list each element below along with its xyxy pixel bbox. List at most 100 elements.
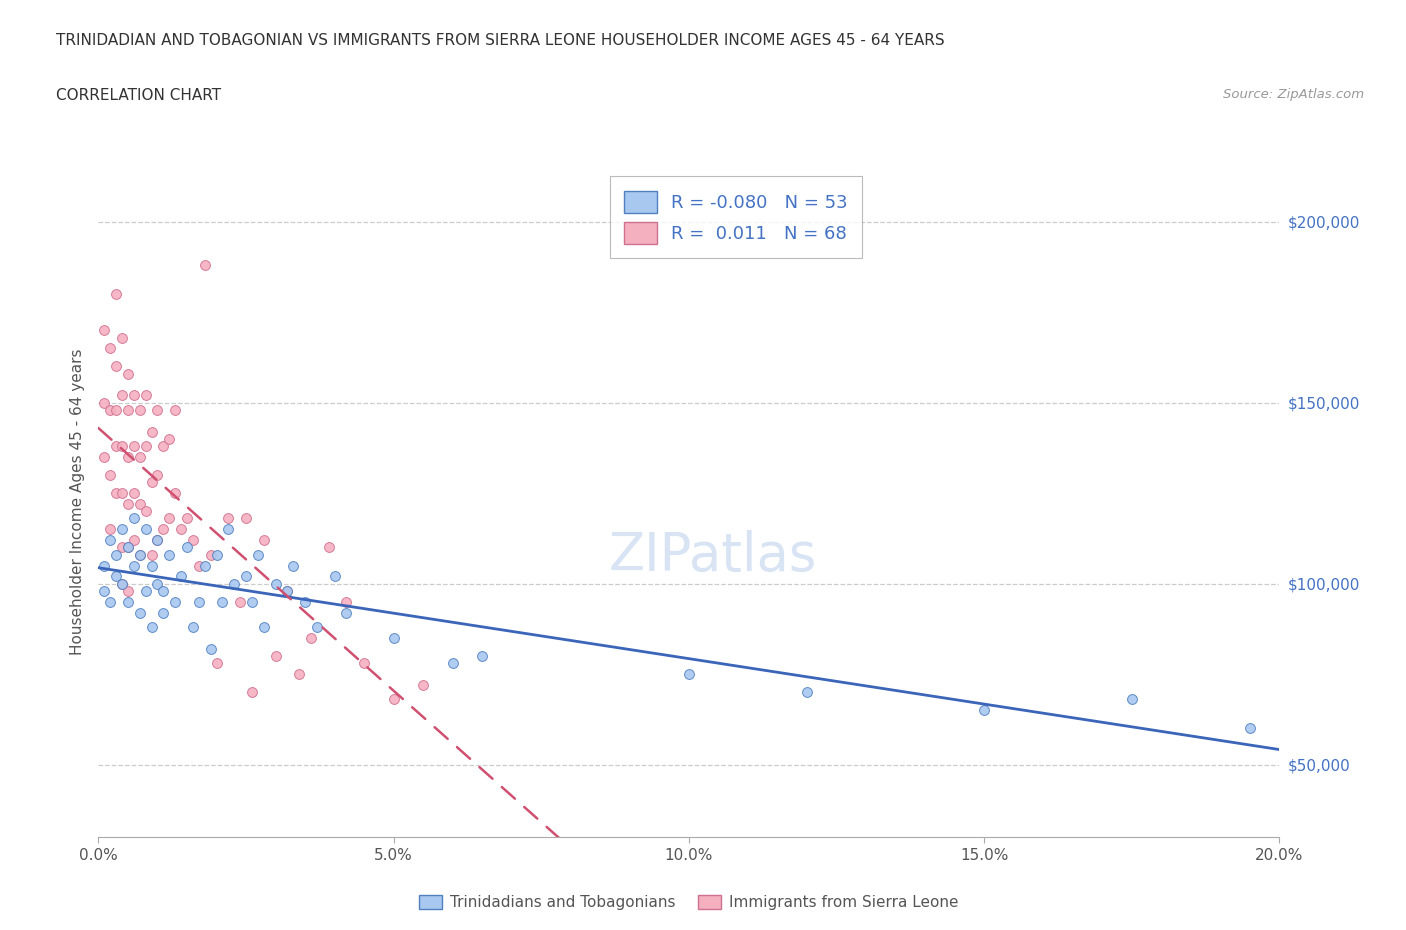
Text: ZIPatlas: ZIPatlas [609, 530, 817, 582]
Point [146, 403, 169, 418]
Point [105, 569, 128, 584]
Y-axis label: Householder Income Ages 45 - 64 years: Householder Income Ages 45 - 64 years [69, 349, 84, 656]
Point [111, 388, 134, 403]
Point [93, 449, 115, 464]
Point [98, 403, 121, 418]
Point [117, 449, 139, 464]
Point [973, 703, 995, 718]
Point [152, 605, 174, 620]
Point [165, 594, 187, 609]
Point [181, 533, 204, 548]
Point [128, 547, 150, 562]
Point [128, 449, 150, 464]
Point [246, 547, 269, 562]
Point [105, 439, 128, 454]
Point [276, 583, 298, 598]
Legend: Trinidadians and Tobagonians, Immigrants from Sierra Leone: Trinidadians and Tobagonians, Immigrants… [413, 889, 965, 916]
Point [200, 547, 222, 562]
Point [253, 619, 276, 634]
Text: TRINIDADIAN AND TOBAGONIAN VS IMMIGRANTS FROM SIERRA LEONE HOUSEHOLDER INCOME AG: TRINIDADIAN AND TOBAGONIAN VS IMMIGRANTS… [56, 33, 945, 47]
Point [678, 667, 700, 682]
Point [146, 468, 169, 483]
Point [264, 577, 287, 591]
Point [240, 684, 263, 699]
Point [157, 512, 180, 526]
Point [283, 558, 305, 573]
Point [117, 583, 139, 598]
Point [111, 577, 134, 591]
Point [105, 286, 128, 301]
Point [141, 558, 163, 573]
Point [176, 512, 198, 526]
Point [276, 583, 298, 598]
Point [194, 258, 217, 272]
Point [111, 485, 134, 500]
Point [135, 583, 157, 598]
Point [229, 594, 252, 609]
Text: Source: ZipAtlas.com: Source: ZipAtlas.com [1223, 88, 1364, 101]
Point [135, 439, 157, 454]
Point [157, 432, 180, 446]
Point [135, 504, 157, 519]
Point [128, 547, 150, 562]
Point [111, 439, 134, 454]
Point [441, 656, 464, 671]
Point [135, 388, 157, 403]
Point [264, 648, 287, 663]
Point [224, 577, 246, 591]
Point [105, 359, 128, 374]
Point [111, 540, 134, 555]
Point [122, 485, 145, 500]
Point [141, 619, 163, 634]
Point [98, 522, 121, 537]
Point [128, 497, 150, 512]
Point [353, 656, 375, 671]
Point [111, 577, 134, 591]
Point [1239, 721, 1261, 736]
Point [117, 540, 139, 555]
Point [382, 631, 405, 645]
Point [117, 366, 139, 381]
Point [335, 605, 357, 620]
Point [105, 403, 128, 418]
Point [187, 558, 209, 573]
Point [122, 439, 145, 454]
Point [141, 475, 163, 490]
Point [93, 395, 115, 410]
Point [152, 439, 174, 454]
Point [299, 631, 322, 645]
Point [117, 497, 139, 512]
Text: CORRELATION CHART: CORRELATION CHART [56, 88, 221, 103]
Point [117, 594, 139, 609]
Point [146, 577, 169, 591]
Point [235, 569, 257, 584]
Point [165, 403, 187, 418]
Point [294, 594, 316, 609]
Point [211, 594, 233, 609]
Point [111, 330, 134, 345]
Point [323, 569, 346, 584]
Point [152, 522, 174, 537]
Point [318, 540, 340, 555]
Point [217, 512, 239, 526]
Point [187, 594, 209, 609]
Point [122, 558, 145, 573]
Point [122, 512, 145, 526]
Point [98, 594, 121, 609]
Point [205, 656, 228, 671]
Point [288, 667, 311, 682]
Point [152, 583, 174, 598]
Point [98, 533, 121, 548]
Point [165, 485, 187, 500]
Point [157, 547, 180, 562]
Point [98, 341, 121, 356]
Point [122, 533, 145, 548]
Point [1121, 692, 1143, 707]
Point [217, 522, 239, 537]
Point [796, 684, 818, 699]
Point [382, 692, 405, 707]
Point [205, 547, 228, 562]
Point [170, 569, 193, 584]
Point [235, 512, 257, 526]
Point [141, 424, 163, 439]
